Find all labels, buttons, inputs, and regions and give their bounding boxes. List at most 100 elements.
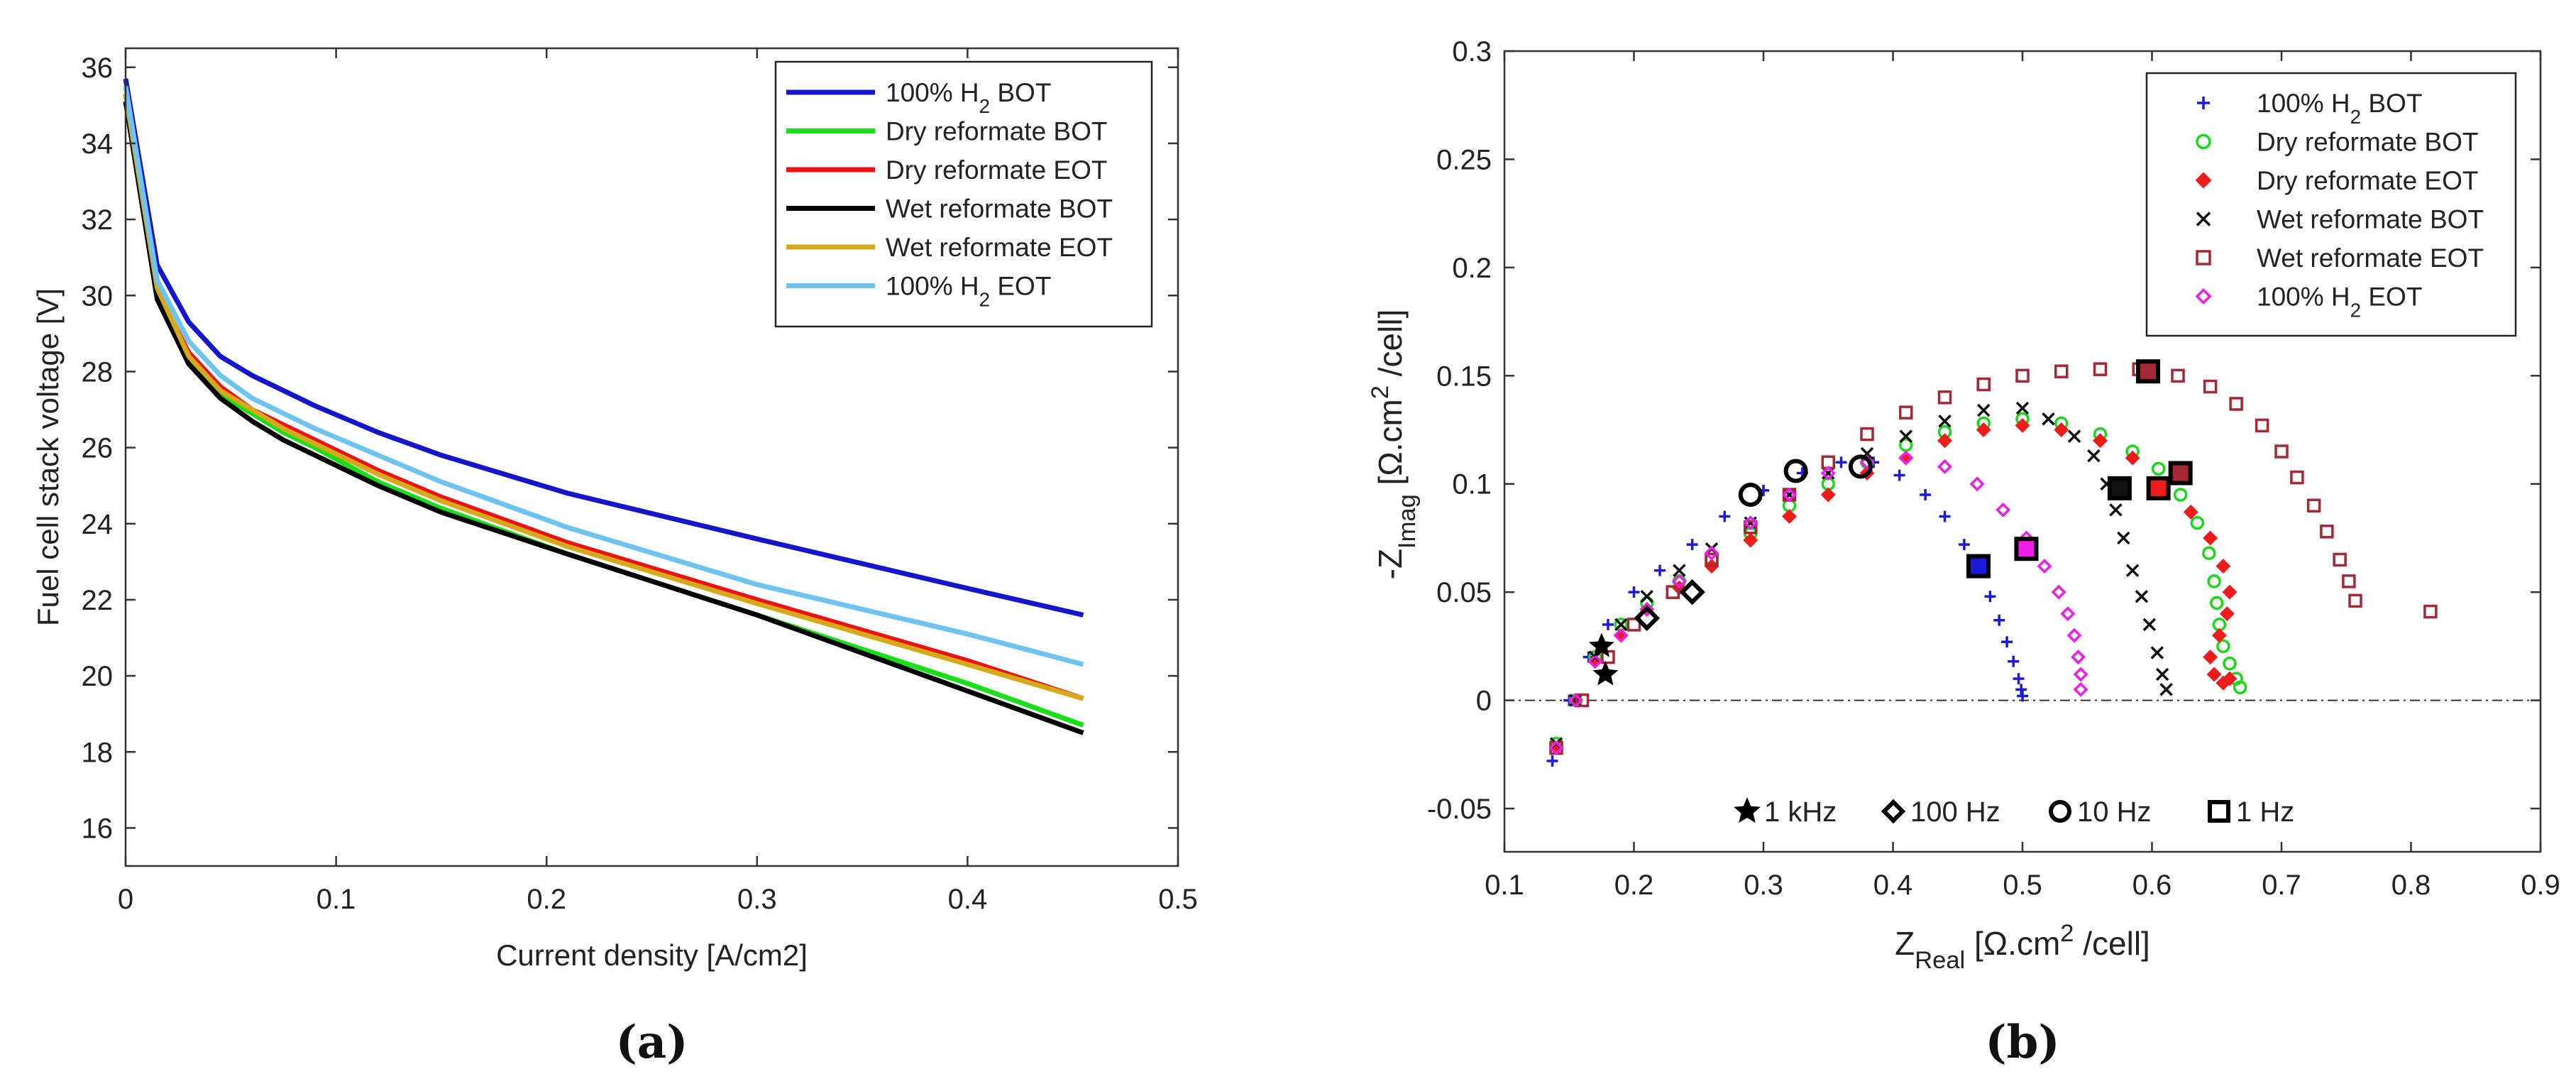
data-point-b-0 [1719, 510, 1731, 522]
legend-marker-b [2195, 288, 2212, 305]
y-tick-label-a: 16 [82, 813, 114, 844]
series-line-a-0 [123, 78, 1084, 618]
data-point-b-0 [2015, 684, 2027, 696]
data-point-b-4 [2054, 364, 2069, 378]
y-tick-label-b: 0.25 [1436, 144, 1492, 175]
data-point-b-5 [2073, 667, 2088, 682]
data-point-b-0 [1686, 539, 1698, 551]
data-point-b-2 [2054, 422, 2069, 437]
y-tick-label-a: 20 [82, 661, 114, 692]
data-point-b-3 [2159, 683, 2173, 696]
x-tick-label-a: 0.3 [737, 884, 777, 915]
data-point-b-5 [1782, 487, 1797, 503]
data-point-b-0 [2013, 673, 2025, 685]
data-point-b-3 [2125, 564, 2140, 577]
legend-label-b: Wet reformate EOT [2257, 243, 2484, 273]
freq-marker-b [1738, 482, 1763, 507]
data-point-b-5 [1996, 502, 2011, 517]
legend-label-b: Dry reformate EOT [2257, 166, 2479, 195]
data-point-b-0 [2001, 636, 2013, 648]
freq-marker-b [1966, 554, 1991, 579]
data-point-b-4 [2229, 397, 2243, 411]
data-point-b-4 [2342, 574, 2356, 588]
panel-label-b: (b) [1985, 1016, 2059, 1069]
data-point-b-0 [1958, 539, 1970, 551]
data-point-b-0 [2017, 690, 2028, 702]
data-point-b-2 [2211, 628, 2227, 643]
legend-label-b: Wet reformate BOT [2257, 205, 2484, 234]
freq-legend-label: 1 Hz [2236, 796, 2294, 828]
x-tick-label-a: 0.4 [948, 884, 988, 915]
y-tick-label-b: 0 [1476, 686, 1492, 717]
data-point-b-5 [1969, 476, 1985, 492]
data-point-b-5 [1671, 574, 1687, 589]
y-tick-label-b: 0.1 [1452, 469, 1492, 500]
data-point-b-1 [2207, 574, 2221, 588]
freq-marker-fill-b [2172, 464, 2190, 482]
legend-label-a: Wet reformate BOT [886, 194, 1113, 224]
freq-marker-b [1783, 459, 1808, 483]
freq-marker-b [1592, 661, 1619, 686]
data-point-b-0 [1654, 564, 1666, 576]
data-point-b-4 [1666, 585, 1680, 599]
data-point-b-3 [1783, 488, 1796, 502]
data-point-b-2 [1937, 433, 1952, 449]
x-tick-label-b: 0.4 [1873, 870, 1913, 901]
data-point-b-5 [2037, 559, 2052, 574]
y-tick-label-a: 28 [82, 356, 114, 388]
x-tick-label-b: 0.7 [2262, 870, 2301, 901]
data-point-b-2 [2183, 504, 2198, 520]
data-point-b-5 [1613, 628, 1629, 643]
y-tick-label-a: 18 [82, 737, 114, 768]
freq-marker-b [2168, 461, 2193, 486]
series-line-a-3 [123, 101, 1084, 735]
data-point-b-5 [2071, 650, 2086, 665]
data-point-b-3 [2142, 618, 2157, 632]
y-tick-label-a: 30 [82, 280, 114, 312]
data-point-b-3 [1640, 590, 1653, 603]
x-tick-label-a: 0.1 [317, 884, 356, 915]
data-point-b-0 [1546, 755, 1558, 767]
x-tick-label-b: 0.8 [2391, 870, 2431, 901]
data-point-b-5 [1820, 466, 1836, 481]
x-tick-label-a: 0.2 [527, 884, 566, 915]
x-tick-label-b: 0.9 [2521, 870, 2560, 901]
data-point-b-2 [2125, 450, 2140, 466]
freq-marker-b [2136, 359, 2161, 384]
data-point-b-4 [2255, 418, 2269, 433]
data-point-b-3 [2135, 590, 2149, 603]
x-tick-label-b: 0.6 [2132, 870, 2172, 901]
data-point-b-5 [2073, 681, 2088, 697]
data-point-b-3 [2150, 646, 2164, 659]
freq-marker-fill-b [2150, 479, 2168, 498]
data-point-b-5 [1898, 450, 1914, 466]
freq-marker-b [1588, 632, 1614, 657]
data-point-b-0 [2008, 655, 2020, 667]
data-point-b-5 [1548, 740, 1564, 756]
legend-a [774, 60, 1153, 328]
data-point-b-4 [2093, 362, 2108, 376]
data-point-b-4 [1744, 520, 1758, 535]
data-point-b-2 [2203, 650, 2218, 665]
data-point-b-3 [2109, 503, 2123, 517]
x-axis-label-b: ZReal [Ω.cm2 /cell] [1895, 920, 2150, 974]
data-point-b-5 [2066, 628, 2082, 643]
data-point-b-2 [2222, 671, 2238, 686]
legend-label-b: Dry reformate BOT [2257, 128, 2479, 157]
series-line-a-5 [123, 86, 1084, 667]
data-point-b-4 [2348, 593, 2362, 608]
data-point-b-4 [1575, 693, 1590, 708]
legend-label-a: Dry reformate EOT [886, 155, 1108, 185]
y-axis-label-b: -ZImag [Ω.cm2 /cell] [1367, 309, 1421, 580]
freq-marker-b [2014, 537, 2039, 561]
freq-marker-b [1679, 579, 1705, 606]
y-tick-label-a: 26 [82, 433, 114, 464]
freq-legend-symbol [1734, 797, 1761, 823]
data-point-b-4 [2015, 368, 2030, 383]
data-point-b-5 [1743, 515, 1758, 531]
x-tick-label-b: 0.5 [2003, 870, 2042, 901]
data-point-b-2 [1782, 508, 1797, 524]
x-tick-label-b: 0.2 [1614, 870, 1654, 901]
freq-legend-symbol [2049, 800, 2071, 823]
x-tick-label-a: 0 [118, 884, 133, 915]
